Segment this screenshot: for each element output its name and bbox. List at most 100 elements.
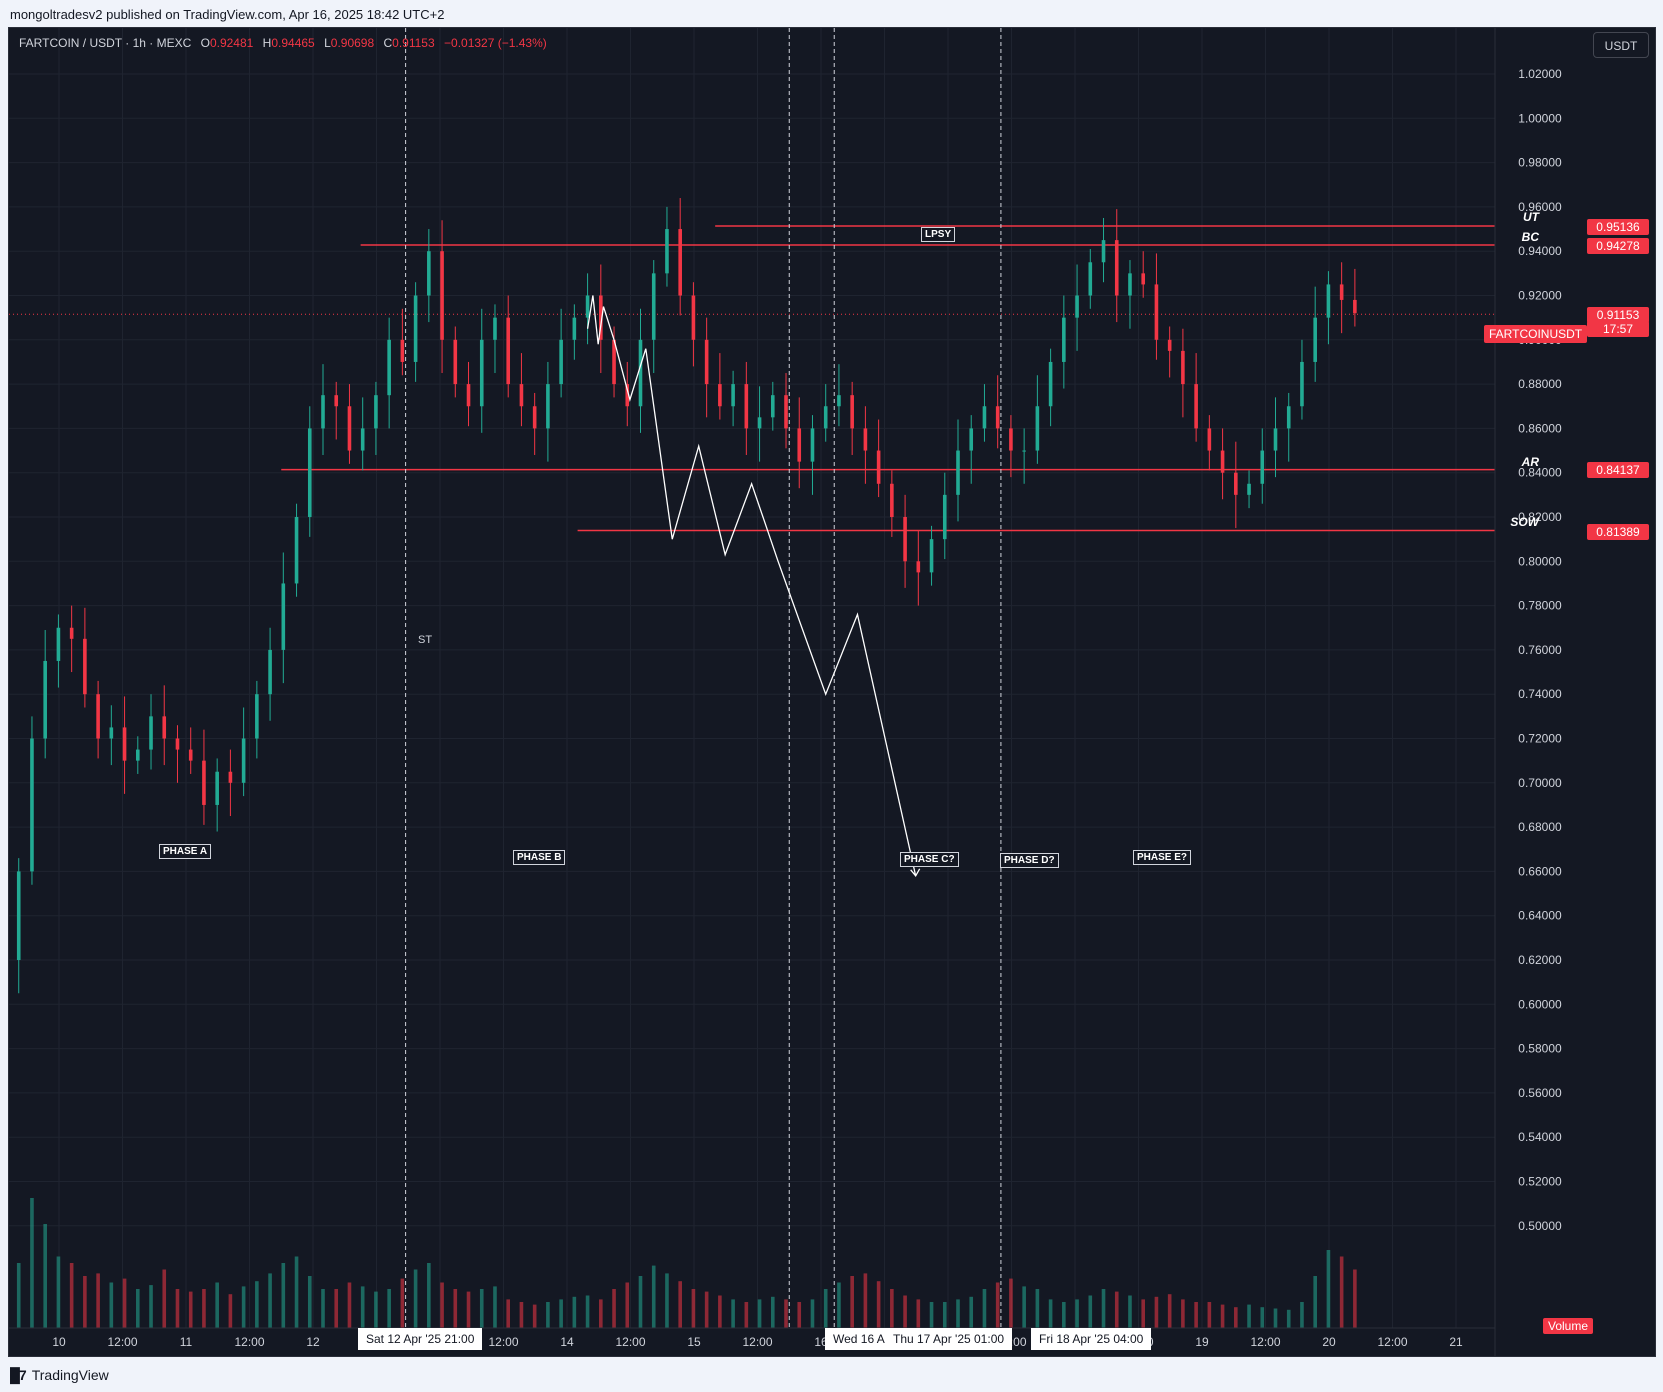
- volume-bar: [1167, 1294, 1172, 1328]
- low-label: L: [324, 36, 331, 50]
- volume-bar: [903, 1295, 907, 1328]
- volume-bar: [718, 1295, 722, 1328]
- volume-bar: [400, 1278, 405, 1328]
- candle: [823, 406, 828, 429]
- volume-bar: [16, 1263, 21, 1328]
- volume-bar: [1339, 1256, 1344, 1328]
- candle: [1313, 317, 1317, 362]
- candle: [969, 428, 974, 451]
- candle: [876, 450, 881, 484]
- price-tick-label: 0.94000: [1518, 244, 1562, 258]
- volume-bar: [307, 1276, 312, 1328]
- candle: [281, 583, 286, 650]
- candle: [744, 384, 749, 429]
- volume-bar: [1009, 1278, 1013, 1328]
- candle: [1128, 273, 1132, 296]
- volume-bar: [638, 1276, 643, 1328]
- candle: [850, 395, 854, 429]
- candle: [1339, 284, 1344, 300]
- volume-bar: [1035, 1289, 1040, 1328]
- volume-bars: [16, 1198, 1357, 1328]
- candles: [16, 198, 1357, 994]
- chart-panel[interactable]: 1.02000 1.00000 0.98000 0.96000 0.94000 0.920…: [8, 27, 1656, 1357]
- level-name-sow: SOW: [1510, 515, 1539, 529]
- volume-bar: [202, 1289, 206, 1328]
- close-value: 0.91153: [392, 36, 435, 50]
- candle: [638, 339, 643, 407]
- candle: [995, 406, 1000, 429]
- volume-bar: [440, 1282, 444, 1328]
- level-name-ut: UT: [1523, 210, 1539, 224]
- volume-bar: [1286, 1309, 1291, 1328]
- candle: [374, 395, 378, 429]
- candle: [704, 339, 709, 385]
- candle: [175, 738, 180, 750]
- currency-button[interactable]: USDT: [1593, 32, 1649, 58]
- candle: [1062, 317, 1066, 362]
- candle: [202, 760, 206, 805]
- time-axis[interactable]: 1012:001112:001212:001312:001412:001512:…: [9, 1327, 1495, 1349]
- price-tick-label: 0.92000: [1518, 289, 1562, 303]
- candle: [1220, 450, 1225, 473]
- open-value: 0.92481: [209, 36, 254, 50]
- volume-bar: [651, 1265, 656, 1328]
- candle: [1009, 428, 1013, 451]
- candle: [625, 384, 630, 407]
- price-tick-label: 0.68000: [1518, 820, 1562, 834]
- volume-bar: [757, 1299, 762, 1328]
- time-tick-label: 19: [1195, 1335, 1209, 1349]
- price-tick-label: 0.62000: [1518, 953, 1562, 967]
- candle: [718, 384, 722, 407]
- candle: [572, 317, 577, 340]
- volume-bar: [56, 1256, 61, 1328]
- price-chart[interactable]: 1.02000 1.00000 0.98000 0.96000 0.94000 0.920…: [9, 28, 1655, 1356]
- volume-bar: [532, 1304, 537, 1328]
- time-tick-label: 12:00: [234, 1335, 264, 1349]
- candle: [665, 229, 669, 274]
- candle: [83, 638, 87, 695]
- candle: [96, 694, 100, 739]
- tradingview-logo-icon: █7: [10, 1367, 27, 1383]
- volume-bar: [890, 1289, 894, 1328]
- price-tick-label: 0.60000: [1518, 997, 1562, 1011]
- volume-bar: [929, 1302, 934, 1328]
- candle: [440, 251, 444, 340]
- candle: [890, 483, 894, 517]
- symbol-legend[interactable]: FARTCOIN / USDT · 1h · MEXC O0.92481 H0.…: [19, 36, 547, 50]
- candle: [1286, 406, 1291, 429]
- candle: [770, 395, 775, 418]
- volume-bar: [770, 1296, 775, 1328]
- price-tick-label: 1.02000: [1518, 67, 1562, 81]
- volume-bar: [1194, 1302, 1198, 1328]
- volume-bar: [493, 1286, 497, 1328]
- current-price-tag: 0.91153: [1587, 307, 1649, 323]
- time-tick-label: 14: [560, 1335, 574, 1349]
- candle: [1194, 384, 1198, 429]
- volume-bar: [479, 1289, 484, 1328]
- volume-bar: [956, 1299, 960, 1328]
- candle: [982, 406, 987, 429]
- candle: [599, 295, 603, 340]
- volume-bar: [585, 1295, 590, 1328]
- volume-bar: [1234, 1307, 1238, 1328]
- price-axis[interactable]: 1.02000 1.00000 0.98000 0.96000 0.94000 0.920…: [1494, 28, 1562, 1356]
- candle: [268, 649, 272, 695]
- volume-bar: [1247, 1304, 1251, 1328]
- brand[interactable]: █7 TradingView: [10, 1367, 109, 1383]
- time-tick-label: 12:00: [1250, 1335, 1280, 1349]
- candle: [307, 428, 312, 517]
- time-cursor-label: Fri 18 Apr '25 04:00: [1031, 1328, 1152, 1350]
- volume-bar: [744, 1302, 749, 1328]
- volume-bar: [876, 1281, 881, 1328]
- volume-bar: [691, 1289, 696, 1328]
- grid: [9, 28, 1495, 1328]
- candle: [1048, 361, 1053, 407]
- volume-bar: [188, 1291, 193, 1328]
- candle: [228, 771, 233, 783]
- candle: [532, 406, 537, 429]
- volume-bar: [347, 1282, 352, 1328]
- price-tick-label: 0.64000: [1518, 909, 1562, 923]
- level-price-sow: 0.81389: [1587, 524, 1649, 540]
- candle: [493, 317, 497, 340]
- volume-bar: [519, 1302, 524, 1328]
